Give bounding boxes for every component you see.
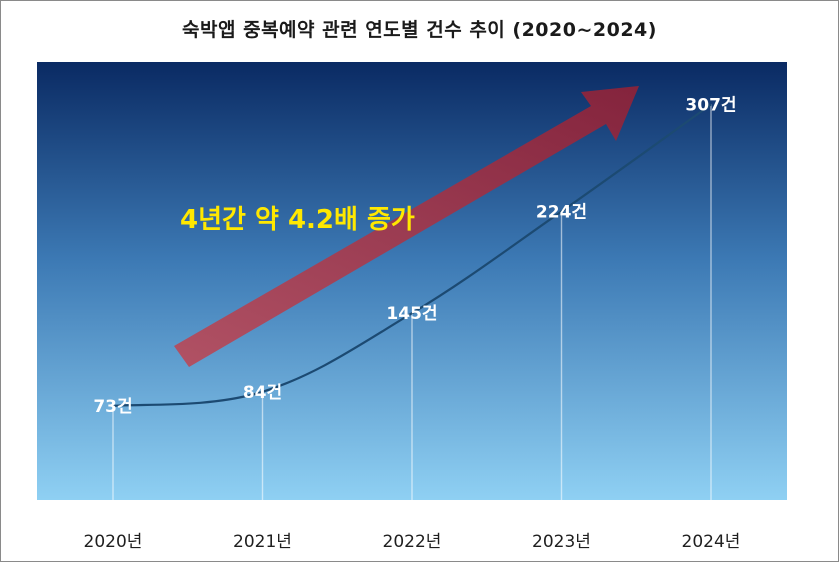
data-label-1: 84건 xyxy=(243,383,282,403)
x-tick-label-2: 2022년 xyxy=(383,532,442,552)
x-tick-label-1: 2021년 xyxy=(233,532,292,552)
growth-annotation: 4년간 약 4.2배 증가 xyxy=(180,205,415,235)
data-label-0: 73건 xyxy=(93,397,132,417)
x-axis-tick-labels: 2020년 2021년 2022년 2023년 2024년 xyxy=(84,532,741,552)
x-tick-label-3: 2023년 xyxy=(532,532,591,552)
series-line xyxy=(112,103,712,408)
x-tick-label-0: 2020년 xyxy=(84,532,143,552)
trend-arrow xyxy=(174,86,639,367)
data-label-4: 307건 xyxy=(685,96,736,116)
data-label-2: 145건 xyxy=(386,304,437,324)
guide-lines xyxy=(112,104,712,500)
x-tick-label-4: 2024년 xyxy=(682,532,741,552)
data-labels: 73건 84건 145건 224건 307건 xyxy=(93,96,736,417)
chart-title: 숙박앱 중복예약 관련 연도별 건수 추이 (2020~2024) xyxy=(182,19,657,41)
data-label-3: 224건 xyxy=(536,202,587,222)
